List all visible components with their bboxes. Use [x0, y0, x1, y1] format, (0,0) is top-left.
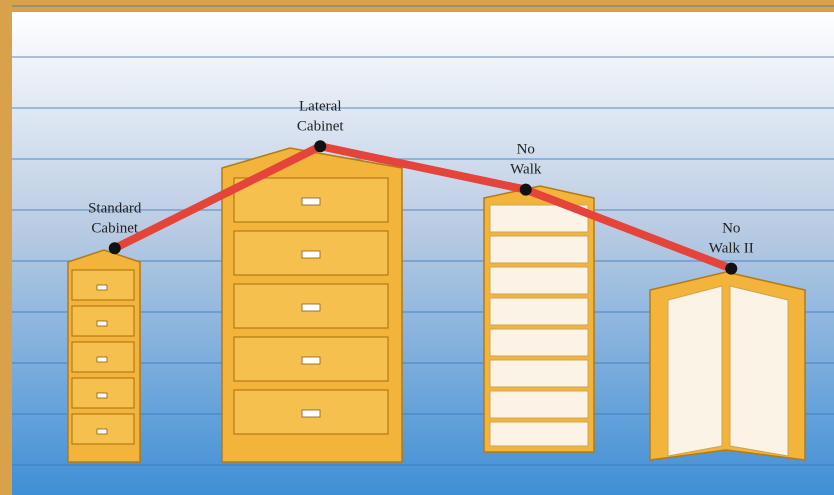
category-label: No Walk [510, 142, 542, 178]
lateral-cabinet-illustration [221, 147, 403, 463]
category-label: Standard Cabinet [88, 200, 142, 236]
data-point [314, 140, 327, 153]
line [112, 142, 733, 273]
data-point [519, 183, 532, 196]
data-point [108, 242, 121, 255]
data-point [725, 262, 738, 275]
no-walk-ii-illustration [649, 271, 806, 461]
data-layer: Standard Cabinet Lateral Cabinet No Walk No Wal… [88, 98, 754, 275]
category-label: No Walk II [709, 221, 754, 257]
no-walk-illustration [483, 185, 595, 453]
category-label: Lateral Cabinet [297, 98, 344, 134]
illustrations [67, 147, 806, 463]
standard-cabinet-illustration [67, 249, 141, 463]
